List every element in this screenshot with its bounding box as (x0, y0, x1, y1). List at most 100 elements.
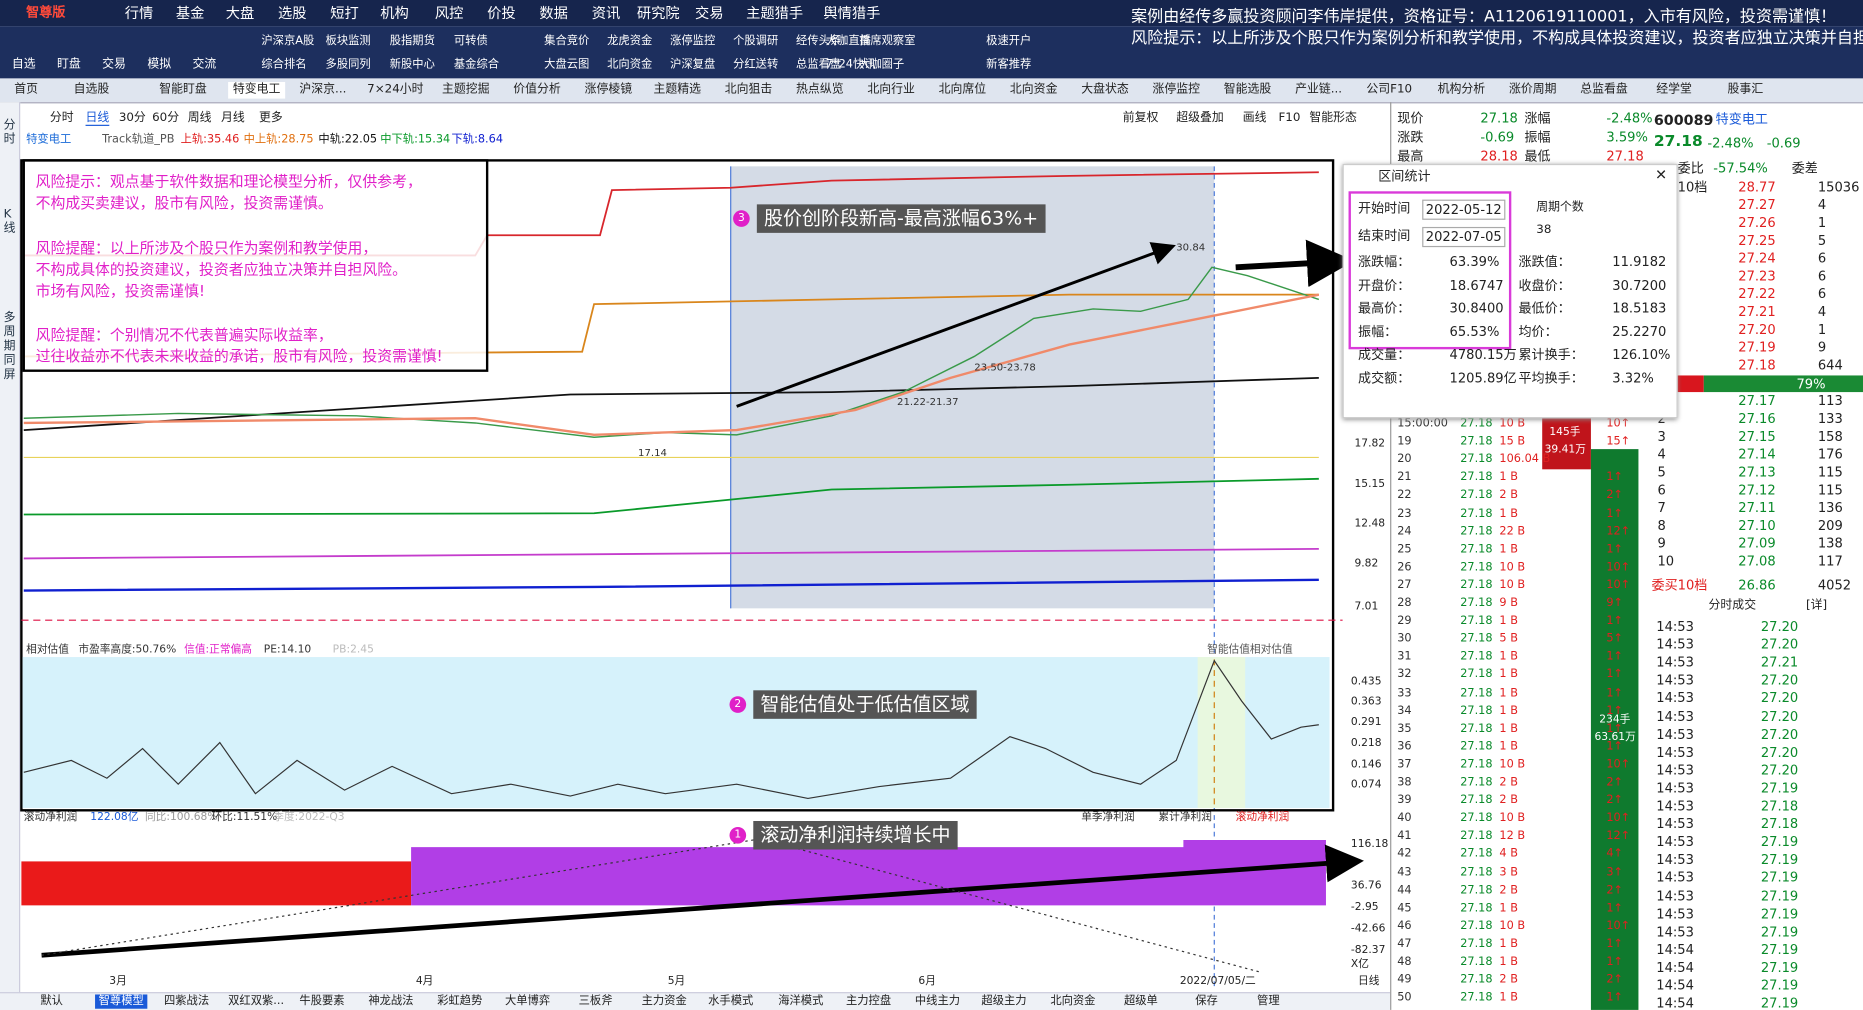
menu-item[interactable]: 风控 (434, 4, 464, 22)
tab[interactable]: 北向行业 (867, 83, 915, 97)
chart-tool[interactable]: 智能形态 (1309, 111, 1357, 125)
bottom-tab[interactable]: 彩虹趋势 (437, 994, 483, 1008)
period[interactable]: 月线 (220, 111, 245, 125)
bottom-tab[interactable]: 保存 (1195, 994, 1218, 1008)
menu-item[interactable]: 数据 (539, 4, 568, 22)
tool-link[interactable]: 7*24快讯 (825, 58, 876, 72)
tool-link[interactable]: 大咖圈子 (859, 58, 905, 72)
tab[interactable]: 总监看盘 (1580, 83, 1628, 97)
tool-link[interactable]: 大咖直播 (825, 34, 871, 48)
tool-link[interactable]: 龙虎资金 (607, 34, 653, 48)
tool-link[interactable]: 总监看盘 (796, 58, 842, 72)
tab[interactable]: 智能盯盘 (159, 83, 207, 97)
bottom-tab[interactable]: 四紫战法 (163, 994, 210, 1008)
menu-item[interactable]: 短打 (330, 4, 359, 22)
tool-link[interactable]: 板块监测 (325, 34, 371, 48)
menu-item[interactable]: 大盘 (225, 4, 255, 22)
tab[interactable]: 涨停监控 (1152, 83, 1201, 97)
tool-link[interactable]: 新股中心 (389, 58, 435, 72)
tab[interactable]: 主题精选 (653, 83, 702, 97)
menu-item[interactable]: 舆情猎手 (823, 4, 881, 22)
tab[interactable]: 7×24小时 (367, 83, 424, 97)
tab[interactable]: 涨停棱镜 (584, 83, 633, 97)
bottom-tab[interactable]: 北向资金 (1050, 994, 1096, 1008)
bottom-tab[interactable]: 三板斧 (578, 994, 613, 1008)
chart-tool[interactable]: 前复权 (1122, 111, 1159, 125)
menu-item[interactable]: 选股 (278, 4, 307, 22)
tab[interactable]: 涨价周期 (1508, 83, 1557, 97)
menu-item[interactable]: 主题猎手 (746, 4, 804, 22)
tool-link[interactable]: 沪深京A股 (261, 34, 315, 48)
tool-link[interactable]: 基金综合 (453, 58, 500, 72)
tool-link[interactable]: 沪深复盘 (670, 58, 716, 72)
tab[interactable]: 公司F10 (1366, 83, 1413, 97)
period[interactable]: 日线 (85, 111, 110, 126)
tool-link[interactable]: 可转债 (453, 34, 488, 48)
tab[interactable]: 机构分析 (1437, 83, 1486, 97)
menu-item[interactable]: 研究院 (636, 4, 680, 22)
chart-tool[interactable]: F10 (1278, 111, 1301, 125)
tool-link[interactable]: 经传头条 (796, 34, 842, 48)
menu-item[interactable]: 价投 (487, 4, 516, 22)
menu-item[interactable]: 基金 (175, 4, 205, 22)
tab[interactable]: 自选股 (73, 83, 110, 97)
tab[interactable]: 北向狙击 (724, 83, 773, 97)
tab[interactable]: 特变电工 (228, 81, 286, 99)
chart-tool[interactable]: 画线 (1242, 111, 1267, 125)
menu-item[interactable]: 机构 (380, 4, 409, 22)
bottom-tab[interactable]: 管理 (1257, 994, 1280, 1008)
bottom-tab[interactable]: 大单博弈 (504, 994, 551, 1008)
bottom-tab[interactable]: 双红双紫... (228, 994, 285, 1008)
close-button[interactable]: ✕ (1655, 166, 1668, 183)
tab[interactable]: 股事汇 (1727, 83, 1764, 97)
tool-link[interactable]: 个股调研 (733, 34, 779, 48)
tab[interactable]: 价值分析 (513, 83, 561, 97)
bottom-tab[interactable]: 水手模式 (708, 994, 754, 1008)
tool-link[interactable]: 多股同列 (325, 58, 371, 72)
menu-item[interactable]: 行情 (124, 4, 154, 22)
tool-button[interactable]: 盯盘 (57, 58, 81, 72)
menu-item[interactable]: 资讯 (591, 4, 621, 22)
bottom-tab[interactable]: 超级主力 (981, 994, 1027, 1008)
bottom-tab[interactable]: 主力控盘 (845, 994, 892, 1008)
chart-tool[interactable]: 超级叠加 (1176, 111, 1224, 125)
period[interactable]: 60分 (152, 111, 180, 125)
tool-button[interactable]: 自选 (11, 58, 36, 72)
bottom-tab[interactable]: 中线主力 (914, 994, 961, 1008)
tab[interactable]: 大盘状态 (1081, 83, 1129, 97)
tab[interactable]: 经学堂 (1656, 83, 1692, 97)
period[interactable]: 30分 (118, 111, 146, 125)
menu-item[interactable]: 交易 (695, 4, 724, 22)
bottom-tab[interactable]: 神龙战法 (368, 994, 414, 1008)
tab[interactable]: 首页 (14, 83, 39, 97)
tool-link[interactable]: 新客推荐 (986, 58, 1032, 72)
tool-link[interactable]: 极速开户 (986, 34, 1032, 48)
tab[interactable]: 沪深京... (299, 83, 347, 97)
bottom-tab[interactable]: 超级单 (1123, 994, 1158, 1008)
tool-link[interactable]: 大盘云图 (544, 58, 590, 72)
period[interactable]: 周线 (187, 111, 212, 125)
bottom-tab[interactable]: 默认 (40, 994, 63, 1008)
tool-link[interactable]: 北向资金 (607, 58, 653, 72)
tab[interactable]: 主题挖掘 (441, 83, 490, 97)
tool-link[interactable]: 涨停监控 (670, 34, 716, 48)
bottom-tab[interactable]: 智尊模型 (95, 994, 148, 1009)
bottom-tab[interactable]: 牛股要素 (299, 994, 345, 1008)
period[interactable]: 分时 (49, 111, 74, 125)
tab[interactable]: 热点纵览 (796, 83, 844, 97)
period[interactable]: 更多 (259, 111, 283, 125)
tab[interactable]: 北向席位 (938, 83, 987, 97)
tool-link[interactable]: 首席观察室 (859, 34, 916, 48)
tool-button[interactable]: 模拟 (147, 58, 172, 72)
bottom-tab[interactable]: 海洋模式 (778, 994, 824, 1008)
tab[interactable]: 产业链... (1295, 83, 1343, 97)
bottom-tab[interactable]: 主力资金 (641, 994, 687, 1008)
tool-link[interactable]: 集合竞价 (544, 34, 590, 48)
tool-button[interactable]: 交流 (192, 58, 217, 72)
tool-link[interactable]: 股指期货 (389, 34, 435, 48)
tool-link[interactable]: 综合排名 (261, 58, 307, 72)
tool-link[interactable]: 分红送转 (733, 58, 779, 72)
tab[interactable]: 智能选股 (1223, 83, 1272, 97)
tool-button[interactable]: 交易 (102, 58, 126, 72)
tab[interactable]: 北向资金 (1009, 83, 1058, 97)
